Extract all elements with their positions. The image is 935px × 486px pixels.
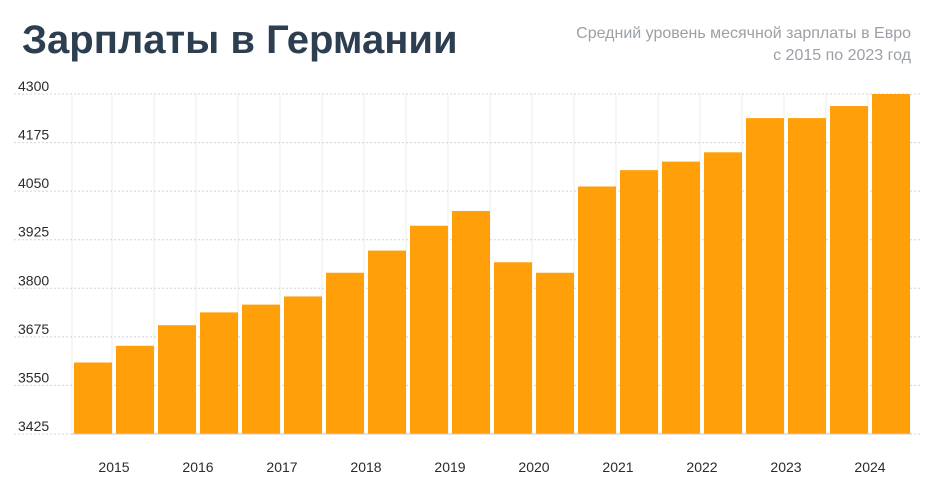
x-tick-label: 2021 xyxy=(602,459,633,475)
chart-subtitle: Средний уровень месячной зарплаты в Евро… xyxy=(576,25,911,64)
y-tick-label: 3550 xyxy=(18,369,49,385)
x-tick-label: 2024 xyxy=(854,459,885,475)
x-axis-ticks: 2015 2016 2017 2018 2019 2020 2021 2022 2023 2024 xyxy=(98,459,885,475)
bar xyxy=(830,106,868,434)
bar xyxy=(662,161,700,434)
bar xyxy=(452,210,490,434)
bar xyxy=(494,262,532,434)
bar xyxy=(788,118,826,434)
y-tick-label: 3675 xyxy=(18,321,49,337)
bars xyxy=(72,94,912,435)
bar xyxy=(116,345,154,434)
y-tick-label: 3425 xyxy=(18,418,49,434)
bar xyxy=(326,272,364,434)
y-tick-label: 3925 xyxy=(18,224,49,240)
bar xyxy=(578,186,616,434)
y-tick-label: 4300 xyxy=(18,78,49,94)
y-tick-label: 4175 xyxy=(18,127,49,143)
bar xyxy=(284,296,322,434)
x-tick-label: 2022 xyxy=(686,459,717,475)
bar xyxy=(872,94,910,434)
bar xyxy=(242,304,280,434)
x-tick-label: 2017 xyxy=(266,459,297,475)
x-tick-label: 2018 xyxy=(350,459,381,475)
x-tick-label: 2015 xyxy=(98,459,129,475)
x-tick-label: 2023 xyxy=(770,459,801,475)
bar xyxy=(158,325,196,434)
y-axis-ticks: 3425 3550 3675 3800 3925 4050 4175 4300 xyxy=(18,78,49,434)
bar xyxy=(746,118,784,434)
bar xyxy=(620,170,658,434)
bar xyxy=(704,152,742,435)
bar xyxy=(200,312,238,434)
vertical-grid xyxy=(71,94,911,434)
bar xyxy=(368,250,406,434)
x-tick-label: 2016 xyxy=(182,459,213,475)
bar xyxy=(410,225,448,434)
y-tick-label: 4050 xyxy=(18,175,49,191)
bar xyxy=(536,272,574,434)
x-tick-label: 2019 xyxy=(434,459,465,475)
y-tick-label: 3800 xyxy=(18,272,49,288)
x-tick-label: 2020 xyxy=(518,459,549,475)
bar xyxy=(74,362,112,434)
chart-title: Зарплаты в Германии xyxy=(22,18,458,62)
